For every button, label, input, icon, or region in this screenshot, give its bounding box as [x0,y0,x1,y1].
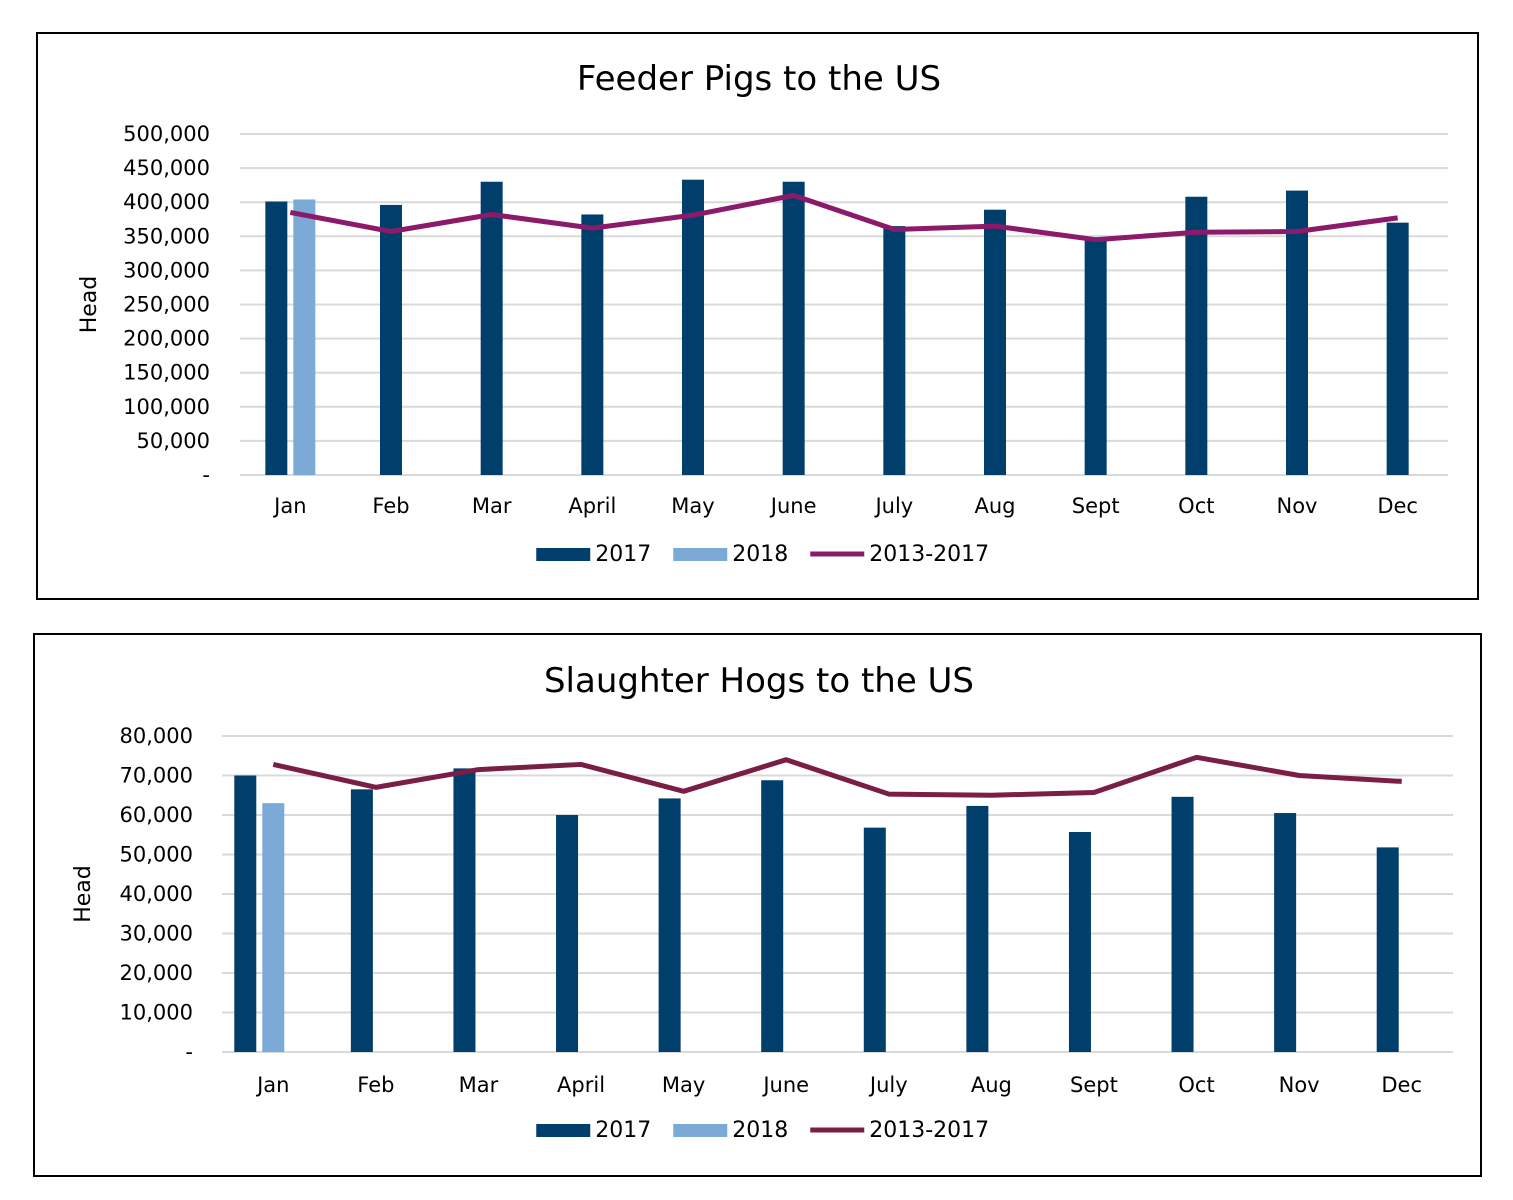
feeder-x-tick-label: June [769,494,817,518]
feeder-bar-2017-june [782,181,805,476]
slaughter-y-tick-label: 50,000 [120,843,193,867]
slaughter-bar-2017-aug [966,805,989,1052]
slaughter-x-tick-label: May [662,1073,705,1097]
slaughter-legend-label: 2018 [732,1118,788,1143]
feeder-x-tick-label: Mar [472,494,512,518]
feeder-pigs-chart-svg: Feeder Pigs to the US - 50,000 100,000 150,0… [77,59,1448,567]
slaughter-x-tick-label: Dec [1381,1073,1422,1097]
slaughter-y-tick-label: 10,000 [120,1001,193,1025]
feeder-x-tick-label: April [568,494,616,518]
slaughter-bar-2017-april [556,815,579,1052]
feeder-y-tick-label: 500,000 [123,122,210,146]
feeder-legend-swatch-2018 [673,548,728,561]
slaughter-bar-2018-jan [262,803,285,1052]
slaughter-y-axis-label: Head [71,865,96,923]
slaughter-y-tick-label: 60,000 [120,803,193,827]
feeder-x-tick-label: Sept [1072,494,1120,518]
feeder-bar-2017-july [883,226,906,475]
feeder-bar-2017-april [581,214,604,475]
slaughter-chart-title: Slaughter Hogs to the US [544,661,974,701]
slaughter-x-tick-label: July [868,1073,908,1097]
feeder-x-tick-label: Oct [1178,494,1214,518]
slaughter-x-tick-label: Oct [1178,1073,1214,1097]
slaughter-x-tick-label: Sept [1070,1073,1118,1097]
slaughter-legend-swatch-2017 [536,1124,591,1137]
feeder-x-tick-label: Nov [1277,494,1318,518]
feeder-y-tick-label: 250,000 [123,293,210,317]
slaughter-bar-2017-oct [1171,796,1194,1052]
slaughter-line-2013-2017 [272,754,1402,798]
slaughter-x-tick-label: April [557,1073,605,1097]
slaughter-hogs-chart-svg: Slaughter Hogs to the US - 10,000 20,000 30,… [71,661,1453,1143]
slaughter-x-tick-label: Aug [971,1073,1012,1097]
slaughter-bar-2017-june [761,780,784,1052]
feeder-legend-label: 2018 [732,542,788,567]
feeder-x-tick-label: May [671,494,714,518]
feeder-x-tick-label: July [873,494,913,518]
feeder-y-tick-label: 300,000 [123,258,210,282]
feeder-bar-2017-jan [265,201,288,475]
feeder-bar-2017-may [682,179,704,475]
slaughter-bar-2017-sept [1068,831,1091,1052]
feeder-y-tick-label: 50,000 [137,429,210,453]
slaughter-y-tick-label: 80,000 [120,724,193,748]
slaughter-bar-2017-may [658,798,681,1052]
slaughter-y-tick-label: 20,000 [120,961,193,985]
feeder-bar-2017-oct [1185,196,1208,475]
slaughter-y-tick-label: 30,000 [120,922,193,946]
slaughter-legend-swatch-2018 [673,1124,728,1137]
feeder-y-tick-label: 200,000 [123,327,210,351]
slaughter-bar-2017-jan [234,775,257,1052]
slaughter-hogs-chart: Slaughter Hogs to the US - 10,000 20,000 30,… [33,633,1482,1177]
feeder-y-tick-label: 350,000 [123,224,210,248]
slaughter-y-tick-label: - [185,1040,193,1064]
feeder-bar-2017-aug [984,209,1006,475]
feeder-legend-label: 2013-2017 [869,542,989,567]
slaughter-bar-2017-mar [453,768,476,1052]
slaughter-x-tick-label: June [761,1073,809,1097]
feeder-y-tick-label: 450,000 [123,156,210,180]
feeder-y-tick-label: 100,000 [123,395,210,419]
feeder-pigs-chart: Feeder Pigs to the US - 50,000 100,000 150,0… [36,32,1479,600]
slaughter-bar-2017-nov [1274,813,1297,1052]
feeder-chart-title: Feeder Pigs to the US [577,59,941,99]
feeder-bar-2017-mar [480,181,503,476]
feeder-legend-label: 2017 [595,542,651,567]
slaughter-x-tick-label: Nov [1279,1073,1320,1097]
feeder-x-tick-label: Dec [1377,494,1418,518]
slaughter-x-tick-label: Feb [357,1073,394,1097]
slaughter-bar-2017-feb [350,789,373,1052]
feeder-bar-2017-dec [1386,222,1409,475]
feeder-y-tick-label: - [202,463,210,487]
feeder-y-tick-label: 400,000 [123,190,210,214]
slaughter-legend-label: 2013-2017 [869,1118,989,1143]
feeder-bar-2018-jan [293,199,316,476]
feeder-x-tick-label: Aug [974,494,1015,518]
slaughter-y-tick-label: 70,000 [120,764,193,788]
feeder-x-tick-label: Jan [272,494,306,518]
feeder-y-tick-label: 150,000 [123,361,210,385]
slaughter-legend-label: 2017 [595,1118,651,1143]
feeder-line-2013-2017 [289,192,1399,243]
slaughter-bar-2017-july [863,827,886,1052]
feeder-bar-2017-sept [1084,238,1107,475]
feeder-y-axis-label: Head [77,276,102,334]
slaughter-x-tick-label: Mar [459,1073,499,1097]
feeder-bar-2017-nov [1286,190,1308,475]
slaughter-y-tick-label: 40,000 [120,882,193,906]
feeder-bar-2017-feb [380,204,402,476]
slaughter-x-tick-label: Jan [255,1073,289,1097]
slaughter-bar-2017-dec [1376,847,1399,1052]
feeder-legend-swatch-2017 [536,548,591,561]
feeder-x-tick-label: Feb [372,494,409,518]
